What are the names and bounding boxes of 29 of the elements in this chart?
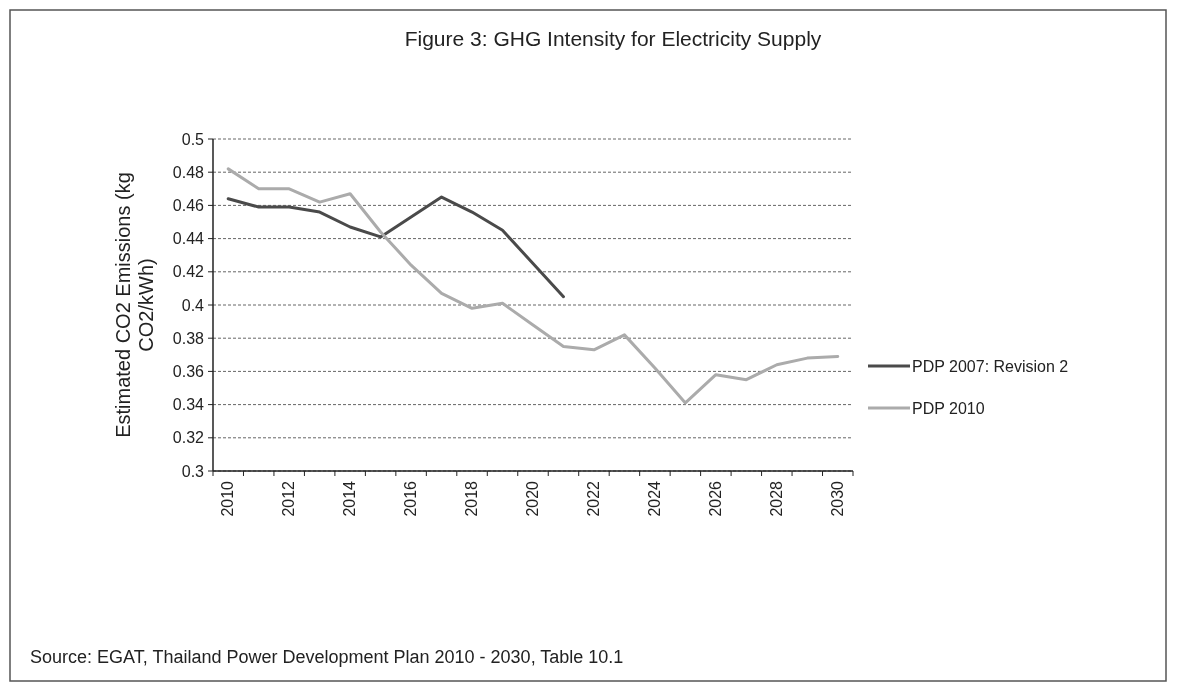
x-tick-label: 2024 (645, 480, 663, 517)
y-tick-label: 0.36 (172, 363, 205, 380)
x-tick-label: 2022 (584, 480, 602, 517)
x-tick-label: 2018 (463, 480, 481, 517)
y-tick-label: 0.48 (172, 163, 205, 181)
x-tick-label: 2016 (402, 480, 420, 517)
y-axis-title: Estimated CO2 Emissions (kg CO2/kWh) (112, 172, 157, 438)
y-tick-label: 0.42 (172, 263, 205, 281)
y-tick-label: 0.3 (181, 462, 205, 480)
x-tick-label: 2030 (828, 480, 846, 517)
line-series (226, 195, 565, 299)
legend-label: PDP 2007: Revision 2 (912, 357, 1069, 375)
y-tick-label: 0.32 (172, 429, 205, 447)
legend-label: PDP 2010 (912, 399, 985, 417)
x-tick-label: 2010 (219, 480, 237, 517)
x-tick-label: 2012 (280, 480, 298, 517)
y-tick-label: 0.44 (172, 230, 205, 248)
chart-title: Figure 3: GHG Intensity for Electricity Supply (404, 27, 822, 50)
x-tick-label: 2026 (706, 480, 724, 517)
y-tick-label: 0.34 (172, 396, 205, 414)
y-tick-label: 0.4 (181, 296, 205, 314)
y-tick-label: 0.38 (172, 329, 205, 347)
source-note: Source: EGAT, Thailand Power Development Plan 2010 - 2030, Table 10.1 (30, 647, 624, 667)
x-tick-label: 2028 (767, 480, 785, 517)
y-tick-label: 0.5 (181, 130, 205, 148)
y-tick-label: 0.46 (172, 197, 205, 214)
x-tick-label: 2014 (341, 480, 359, 517)
line-series (226, 167, 840, 405)
x-tick-label: 2020 (524, 480, 541, 517)
